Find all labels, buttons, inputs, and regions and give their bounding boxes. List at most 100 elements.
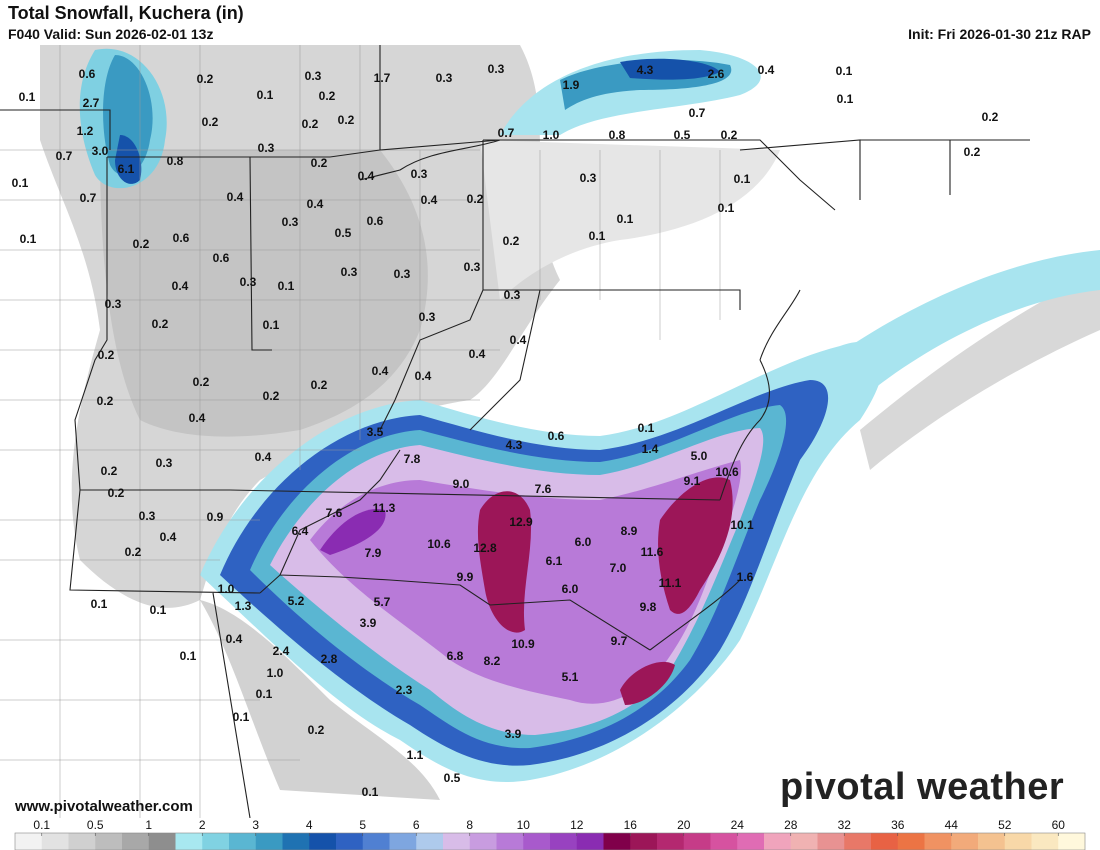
- snowfall-label: 0.2: [193, 375, 210, 389]
- snowfall-label: 0.4: [172, 279, 189, 293]
- snowfall-label: 0.2: [338, 113, 355, 127]
- logo: pivotal weather: [780, 766, 1065, 808]
- legend-swatch: [951, 833, 979, 850]
- snowfall-label: 0.4: [358, 169, 375, 183]
- map: 0.6 2.7 0.1 1.2 3.0 0.7 6.1 0.8 0.1 0.7 0.1 0.2 0.1 0…: [0, 45, 1100, 818]
- snowfall-label: 3.9: [360, 616, 377, 630]
- snowfall-label: 0.6: [367, 214, 384, 228]
- snowfall-label: 0.1: [617, 212, 634, 226]
- snowfall-label: 0.3: [156, 456, 173, 470]
- snowfall-label: 0.2: [101, 464, 118, 478]
- snowfall-label: 3.5: [367, 425, 384, 439]
- legend-swatch: [95, 833, 123, 850]
- shading-light: [480, 140, 780, 300]
- legend-tick-label: 2: [199, 818, 206, 832]
- snowfall-label: 1.1: [407, 748, 424, 762]
- snowfall-label: 0.4: [189, 411, 206, 425]
- valid-time: F040 Valid: Sun 2026-02-01 13z: [8, 26, 214, 42]
- snowfall-label: 0.1: [19, 90, 36, 104]
- snowfall-label: 7.0: [610, 561, 627, 575]
- legend-tick-label: 10: [517, 818, 531, 832]
- snowfall-label: 0.3: [411, 167, 428, 181]
- legend-swatch: [175, 833, 203, 850]
- legend-swatch: [41, 833, 69, 850]
- legend-swatch: [710, 833, 738, 850]
- shading-cyan: [830, 250, 1100, 400]
- legend-swatch: [255, 833, 283, 850]
- snowfall-label: 0.4: [469, 347, 486, 361]
- snowfall-label: 0.4: [160, 530, 177, 544]
- shading-maroon: [658, 477, 733, 614]
- snowfall-label: 12.8: [473, 541, 497, 555]
- snowfall-label: 2.6: [708, 67, 725, 81]
- snowfall-label: 5.1: [562, 670, 579, 684]
- legend-swatch: [817, 833, 845, 850]
- snowfall-label: 0.4: [372, 364, 389, 378]
- snowfall-label: 1.0: [218, 582, 235, 596]
- snowfall-label: 11.3: [373, 501, 396, 515]
- snowfall-label: 0.2: [133, 237, 150, 251]
- snowfall-label: 5.2: [288, 594, 305, 608]
- snowfall-label: 0.5: [335, 226, 352, 240]
- legend-tick-label: 36: [891, 818, 905, 832]
- snowfall-label: 0.2: [982, 110, 999, 124]
- legend-tick-label: 6: [413, 818, 420, 832]
- snowfall-label: 4.3: [506, 438, 523, 452]
- snowfall-label: 0.1: [589, 229, 606, 243]
- snowfall-label: 0.2: [503, 234, 520, 248]
- shading-maroon: [477, 491, 532, 633]
- snowfall-label: 2.8: [321, 652, 338, 666]
- snowfall-label: 0.3: [488, 62, 505, 76]
- legend-swatch: [309, 833, 337, 850]
- legend-tick-label: 12: [570, 818, 584, 832]
- snowfall-label: 6.0: [562, 582, 579, 596]
- snowfall-label: 0.1: [278, 279, 295, 293]
- legend-swatch: [496, 833, 524, 850]
- snowfall-label: 0.1: [638, 421, 655, 435]
- shading-mid: [100, 150, 428, 437]
- snowfall-label: 0.1: [718, 201, 735, 215]
- shading-light: [200, 600, 440, 800]
- snowfall-label: 9.0: [453, 477, 470, 491]
- snowfall-label: 0.3: [282, 215, 299, 229]
- snowfall-label: 2.3: [396, 683, 413, 697]
- legend: 0.1 0.5 1 2 3 4 5 6 8 10 12 16 20 24 28 32 36 44 52 60: [14, 818, 1086, 850]
- shading-maroon: [620, 661, 675, 705]
- legend-swatch: [416, 833, 444, 850]
- snowfall-label: 0.2: [197, 72, 214, 86]
- legend-swatch: [15, 833, 43, 850]
- snowfall-label: 10.9: [511, 637, 535, 651]
- snowfall-label: 0.3: [580, 171, 597, 185]
- snowfall-label: 6.0: [575, 535, 592, 549]
- snowfall-label: 6.8: [447, 649, 464, 663]
- snowfall-label: 0.1: [20, 232, 37, 246]
- snowfall-label: 0.3: [419, 310, 436, 324]
- snowfall-label: 0.1: [257, 88, 274, 102]
- snowfall-label: 0.2: [964, 145, 981, 159]
- snowfall-label: 0.3: [394, 267, 411, 281]
- snowfall-label: 0.3: [105, 297, 122, 311]
- snowfall-label: 0.4: [255, 450, 272, 464]
- snowfall-label: 0.6: [548, 429, 565, 443]
- legend-swatch: [871, 833, 899, 850]
- shading-dark-blue: [620, 58, 720, 80]
- snowfall-label: 0.2: [125, 545, 142, 559]
- snowfall-label: 0.1: [836, 64, 853, 78]
- legend-swatch: [122, 833, 150, 850]
- snowfall-label: 10.1: [730, 518, 754, 532]
- snowfall-label: 0.3: [504, 288, 521, 302]
- snowfall-label: 0.7: [689, 106, 706, 120]
- snowfall-label: 0.2: [152, 317, 169, 331]
- snowfall-label: 0.4: [227, 190, 244, 204]
- snowfall-label: 10.6: [427, 537, 451, 551]
- legend-tick-label: 0.1: [33, 818, 50, 832]
- watermark: www.pivotalweather.com: [15, 798, 193, 815]
- legend-swatch: [148, 833, 176, 850]
- snowfall-label: 5.0: [691, 449, 708, 463]
- legend-tick-label: 0.5: [87, 818, 104, 832]
- legend-swatch: [683, 833, 711, 850]
- legend-swatch: [1058, 833, 1086, 850]
- legend-frame: [14, 832, 1086, 850]
- snowfall-label: 0.3: [139, 509, 156, 523]
